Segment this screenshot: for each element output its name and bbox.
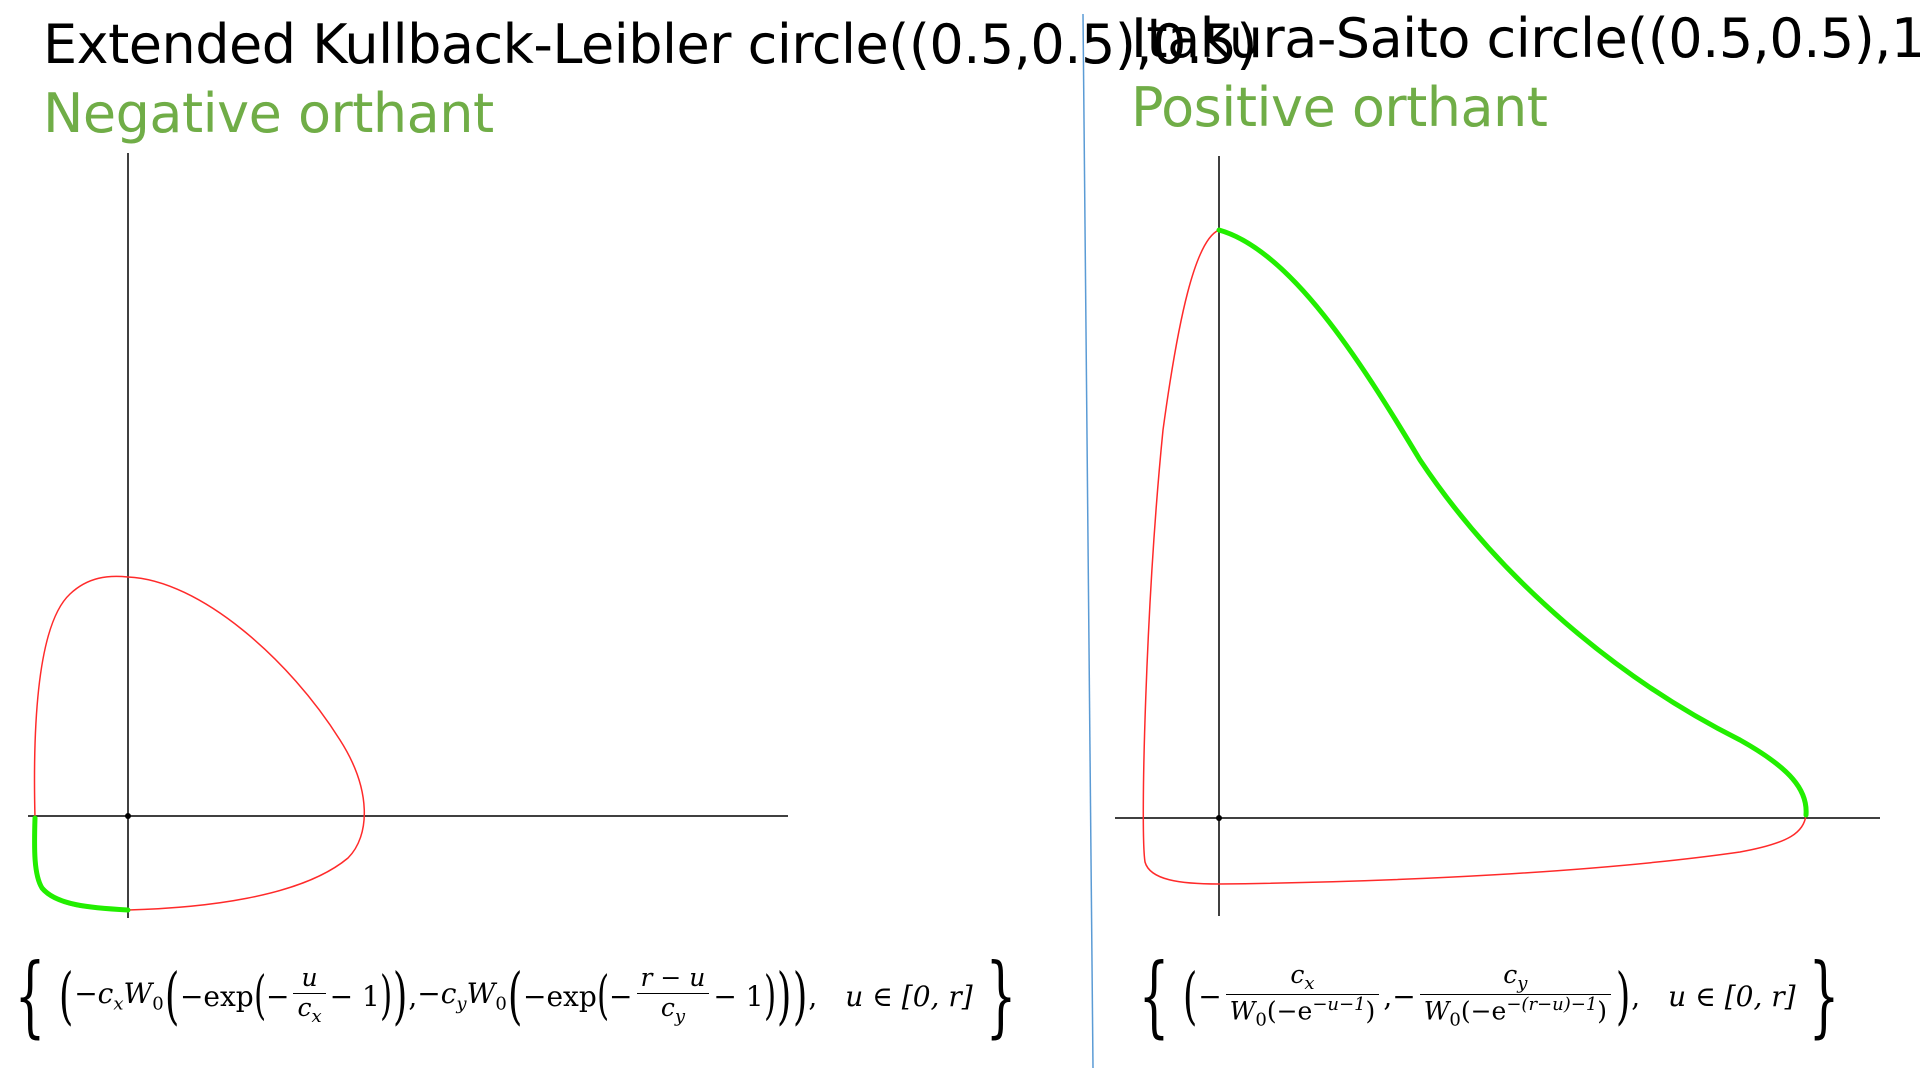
left-formula-neg-cy: −cy: [417, 977, 467, 1015]
left-brace-open: {: [14, 944, 46, 1047]
right-minus-2: −: [1392, 979, 1416, 1013]
left-origin-point: [125, 813, 131, 819]
right-fraction-y: cy W0(−e−(r−u)−1): [1419, 959, 1612, 1032]
right-is-circle-curve: [1142, 229, 1807, 885]
right-fraction-x: cx W0(−e−u−1): [1225, 959, 1380, 1032]
panel-divider: [1082, 13, 1094, 1069]
left-fraction-u-over-cx: u cx: [293, 963, 326, 1028]
left-parametric-formula: { ( −cx W0 ( −exp ( − u cx − 1 ) ) , −cy…: [2, 952, 1029, 1040]
left-paren-1-close: ): [392, 959, 408, 1032]
right-diagram-subtitle: Positive orthant: [1131, 76, 1548, 139]
left-domain: u ∈ [0, r]: [845, 979, 973, 1013]
left-paren-1-open: (: [164, 959, 180, 1032]
left-brace-close: }: [985, 944, 1017, 1047]
left-frac1-bar: [293, 993, 326, 995]
right-domain: u ∈ [0, r]: [1668, 979, 1796, 1013]
right-brace-close: }: [1808, 944, 1839, 1047]
left-paren-outer-open: (: [58, 959, 74, 1032]
left-fraction-r-minus-u-over-cy: r − u cy: [636, 963, 710, 1028]
left-paren-3-open: (: [507, 959, 523, 1032]
right-paren-open: (: [1182, 959, 1198, 1032]
left-minus-sign: −: [266, 979, 290, 1013]
right-brace-open: {: [1138, 944, 1170, 1047]
left-paren-4-close: ): [763, 966, 776, 1026]
right-frac1-numerator: cx: [1290, 959, 1315, 994]
left-paren-3-close: ): [776, 959, 792, 1032]
left-frac1-denominator: cx: [297, 993, 322, 1028]
right-frac1-bar: [1225, 994, 1380, 996]
right-minus-1: −: [1198, 979, 1222, 1013]
right-paren-close: ): [1615, 959, 1631, 1032]
left-paren-2-open: (: [253, 966, 266, 1026]
left-separator: ,: [408, 979, 418, 1013]
right-diagram-title: Itakura-Saito circle((0.5,0.5),1): [1131, 7, 1920, 70]
right-frac1-denominator: W0(−e−u−1): [1229, 994, 1376, 1031]
left-paren-2-close: ): [379, 966, 393, 1026]
right-frac2-bar: [1419, 994, 1612, 996]
right-parametric-formula: { ( − cx W0(−e−u−1) , − cy W0(−e−(r−u)−1…: [1126, 952, 1852, 1040]
right-separator-2: ,: [1631, 979, 1641, 1013]
left-formula-exp-2: −exp: [523, 979, 597, 1013]
left-paren-outer-close: ): [792, 959, 808, 1032]
left-formula-exp: −exp: [179, 979, 254, 1013]
left-minus-one-2: − 1: [713, 979, 764, 1013]
right-origin-point: [1216, 815, 1222, 821]
left-formula-neg-cx: −cx: [74, 977, 124, 1015]
left-kl-circle-curve: [33, 575, 365, 911]
right-separator: ,: [1383, 979, 1393, 1013]
left-minus-one: − 1: [329, 979, 380, 1013]
left-formula-w0: W0: [123, 977, 164, 1015]
left-paren-4-open: (: [596, 966, 609, 1026]
left-formula-w0-2: W0: [466, 977, 507, 1015]
left-frac1-numerator: u: [301, 963, 318, 993]
left-frac2-numerator: r − u: [640, 963, 706, 993]
left-frac2-bar: [636, 993, 710, 995]
right-frac2-numerator: cy: [1503, 959, 1528, 994]
left-separator-2: ,: [808, 979, 818, 1013]
left-diagram-title: Extended Kullback-Leibler circle((0.5,0.…: [43, 13, 1258, 76]
left-frac2-denominator: cy: [660, 993, 686, 1028]
right-positive-orthant-arc: [1216, 227, 1809, 818]
left-negative-orthant-arc: [32, 815, 131, 913]
right-frac2-denominator: W0(−e−(r−u)−1): [1423, 994, 1608, 1031]
left-diagram-subtitle: Negative orthant: [43, 82, 494, 145]
left-minus-sign-2: −: [609, 979, 633, 1013]
